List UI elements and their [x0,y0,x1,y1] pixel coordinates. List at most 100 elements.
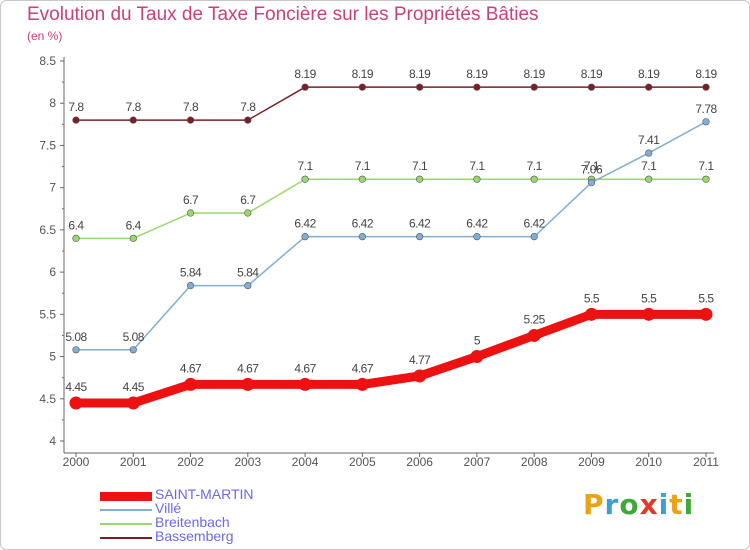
data-point-saint-martin [355,377,369,391]
data-label-vill-: 5.84 [180,266,202,280]
data-label-breitenbach: 7.1 [584,159,600,173]
data-point-bassemberg [358,83,366,91]
data-point-breitenbach [416,175,424,183]
data-point-breitenbach [702,175,710,183]
data-label-breitenbach: 7.1 [412,159,428,173]
data-point-vill- [129,346,137,354]
data-label-bassemberg: 7.8 [68,100,84,114]
data-label-saint-martin: 5.25 [524,312,546,326]
data-label-vill-: 7.78 [695,102,717,116]
data-label-vill-: 5.84 [237,266,259,280]
x-tick-label: 2005 [349,455,376,469]
data-label-breitenbach: 7.1 [469,159,485,173]
data-label-saint-martin: 4.77 [409,353,431,367]
data-point-breitenbach [244,209,252,217]
data-point-saint-martin [126,396,140,410]
data-point-bassemberg [72,116,80,124]
data-label-saint-martin: 4.45 [65,380,87,394]
legend-label: Breitenbach [155,514,230,530]
y-tick-label: 5 [49,350,56,364]
data-label-bassemberg: 8.19 [638,67,660,81]
data-label-saint-martin: 4.45 [123,380,145,394]
data-label-breitenbach: 7.1 [698,159,714,173]
data-point-breitenbach [530,175,538,183]
x-tick-label: 2010 [635,455,662,469]
y-tick-label: 7.5 [39,138,56,152]
data-point-saint-martin [413,369,427,383]
data-point-breitenbach [473,175,481,183]
y-tick-label: 4 [49,434,56,448]
data-label-bassemberg: 8.19 [695,67,717,81]
legend-swatch [100,537,152,539]
series-line-bassemberg [76,86,706,121]
x-tick-label: 2006 [406,455,433,469]
data-label-vill-: 6.42 [352,217,374,231]
data-point-saint-martin [699,307,713,321]
data-label-vill-: 5.08 [65,330,87,344]
logo-letter: t [669,488,684,521]
data-label-saint-martin: 4.67 [237,361,259,375]
data-point-breitenbach [129,234,137,242]
data-label-saint-martin: 4.67 [352,361,374,375]
x-tick-label: 2011 [693,455,719,469]
data-label-bassemberg: 7.8 [126,100,142,114]
x-tick-label: 2000 [63,455,90,469]
data-label-bassemberg: 7.8 [240,100,256,114]
logo-letter: P [583,488,605,521]
data-point-bassemberg [702,83,710,91]
data-point-bassemberg [301,83,309,91]
y-tick-label: 4.5 [39,392,56,406]
legend-swatch [100,523,152,525]
x-tick-label: 2008 [521,455,548,469]
data-label-bassemberg: 8.19 [294,67,316,81]
data-label-vill-: 6.42 [466,217,488,231]
logo-letter: i [658,488,670,521]
data-label-vill-: 7.06 [581,163,603,177]
data-point-bassemberg [530,83,538,91]
data-label-saint-martin: 4.67 [180,361,202,375]
data-label-bassemberg: 8.19 [466,67,488,81]
data-point-vill- [587,179,596,187]
data-point-saint-martin [584,307,598,321]
y-tick-label: 8 [49,96,56,110]
x-tick-label: 2004 [292,455,319,469]
legend-label: Bassemberg [155,528,234,544]
data-point-saint-martin [241,377,255,391]
series-line-vill- [76,121,707,351]
data-point-vill- [301,233,309,241]
y-tick-label: 5.5 [39,307,56,321]
data-point-vill- [416,233,424,241]
data-point-bassemberg [587,83,596,91]
data-point-vill- [645,149,653,157]
data-label-bassemberg: 8.19 [352,67,374,81]
data-point-saint-martin [69,396,83,410]
data-label-saint-martin: 4.67 [294,361,316,375]
chart-title: Evolution du Taux de Taxe Foncière sur l… [27,4,539,25]
data-point-bassemberg [244,116,252,124]
data-label-vill-: 6.42 [294,217,316,231]
y-tick-label: 6.5 [39,223,56,237]
legend-swatch [100,491,152,501]
data-point-vill- [702,118,710,126]
data-point-vill- [358,233,366,241]
data-point-breitenbach [358,175,366,183]
x-tick-label: 2009 [578,455,605,469]
data-label-saint-martin: 5.5 [584,291,600,305]
data-label-breitenbach: 6.4 [126,218,142,232]
data-point-saint-martin [470,350,484,364]
logo-letter: x [639,488,659,521]
data-label-bassemberg: 8.19 [581,67,603,81]
x-tick-label: 2001 [120,455,147,469]
data-label-vill-: 7.41 [638,133,660,147]
data-point-vill- [530,233,538,241]
data-label-bassemberg: 7.8 [183,100,199,114]
data-point-saint-martin [527,328,541,342]
y-tick-label: 6 [49,265,56,279]
data-point-breitenbach [72,234,80,242]
data-point-saint-martin [642,307,656,321]
data-point-vill- [244,282,252,290]
proxiti-logo: Proxiti [583,488,694,521]
y-tick-label: 7 [49,181,56,195]
x-tick-label: 2003 [234,455,261,469]
